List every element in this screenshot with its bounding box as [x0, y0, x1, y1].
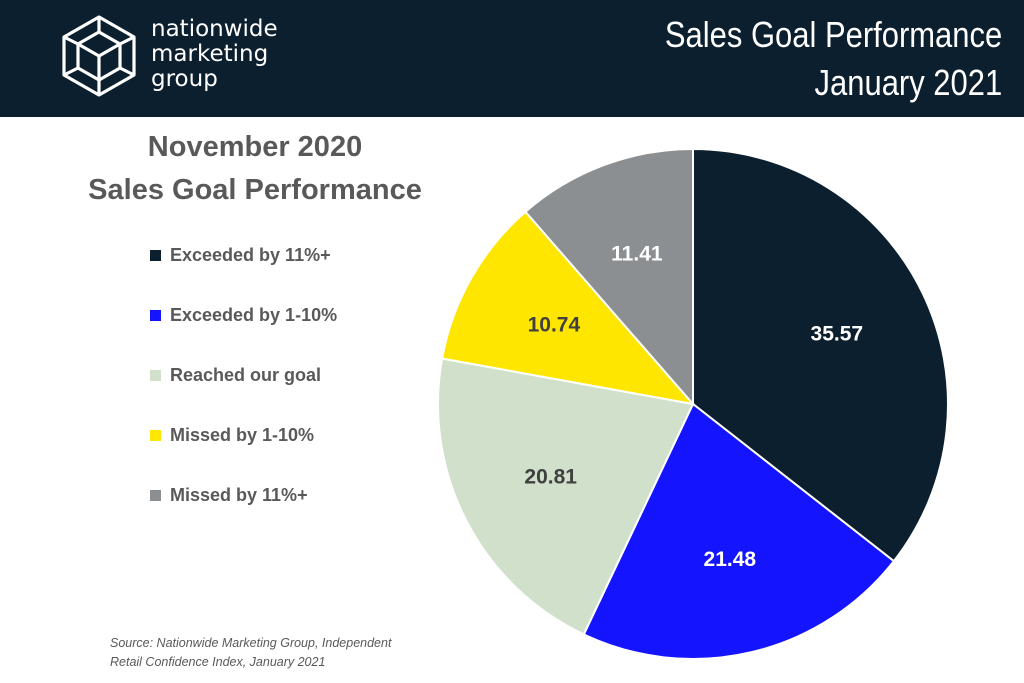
chart-title: November 2020 Sales Goal Performance [70, 126, 440, 212]
header-bar: nationwide marketing group Sales Goal Pe… [0, 0, 1024, 117]
legend-swatch [150, 429, 161, 441]
logo-wordmark: nationwide marketing group [151, 17, 278, 92]
pie-slice [437, 357, 695, 636]
legend-label: Missed by 1-10% [170, 424, 315, 445]
legend-item: Missed by 11%+ [150, 480, 337, 510]
pie-data-label: 35.57 [811, 322, 864, 345]
legend-item: Reached our goal [150, 360, 337, 390]
pie-slice [524, 147, 694, 407]
legend-swatch [150, 249, 161, 261]
legend-label: Exceeded by 1-10% [170, 304, 338, 325]
legend-item: Exceeded by 1-10% [150, 300, 337, 330]
logo-icon [62, 15, 136, 97]
chart-legend: Exceeded by 11%+ Exceeded by 1-10% Reach… [150, 240, 337, 540]
legend-swatch [150, 309, 161, 321]
pie-slice [582, 402, 896, 660]
pie-data-label: 11.41 [611, 243, 663, 266]
legend-swatch [150, 489, 161, 501]
legend-item: Exceeded by 11%+ [150, 240, 337, 270]
logo-line: marketing [151, 41, 269, 67]
page-title-line: January 2021 [814, 62, 1002, 103]
pie-data-label: 21.48 [704, 548, 757, 571]
source-line: Source: Nationwide Marketing Group, Inde… [110, 636, 392, 650]
chart-title-line: November 2020 [147, 131, 363, 163]
logo-line: nationwide [151, 16, 278, 42]
logo-line: group [151, 66, 218, 92]
legend-label: Exceeded by 11%+ [170, 244, 331, 265]
source-note: Source: Nationwide Marketing Group, Inde… [110, 634, 440, 672]
legend-item: Missed by 1-10% [150, 420, 337, 450]
legend-label: Reached our goal [170, 364, 322, 385]
legend-label: Missed by 11%+ [170, 484, 308, 505]
pie-data-label: 10.74 [528, 313, 581, 336]
chart-title-line: Sales Goal Performance [88, 174, 422, 206]
source-line: Retail Confidence Index, January 2021 [110, 655, 326, 669]
pie-data-label: 20.81 [524, 466, 577, 489]
page-title-line: Sales Goal Performance [664, 14, 1002, 55]
legend-swatch [150, 369, 161, 381]
pie-slice [440, 210, 696, 406]
pie-slice [692, 147, 949, 563]
page-title: Sales Goal Performance January 2021 [665, 11, 1002, 107]
